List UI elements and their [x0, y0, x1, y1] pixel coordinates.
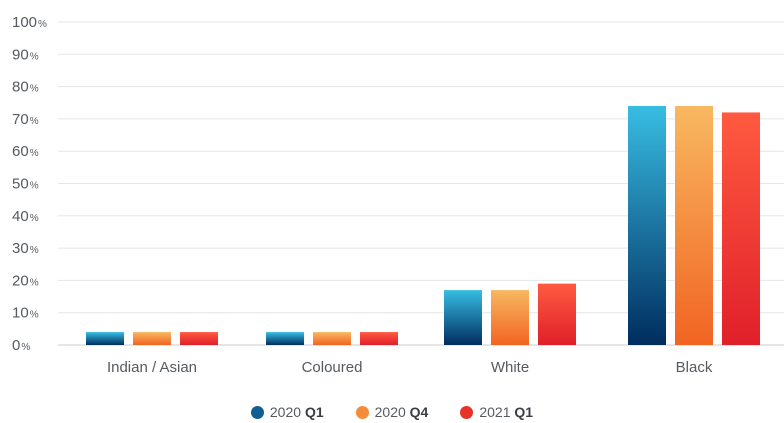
bar-indian-asian-2020-q1 — [86, 332, 124, 345]
bar-black-2020-q4 — [675, 105, 713, 345]
y-tick-label: 20% — [12, 272, 39, 289]
legend-swatch — [460, 405, 474, 419]
bar-white-2020-q4 — [491, 290, 529, 345]
x-category-label: Black — [676, 359, 713, 376]
legend-item-2021-q1: 2021 Q1 — [460, 404, 533, 420]
legend-label: 2020 Q1 — [269, 404, 324, 420]
bar-black-2021-q1 — [722, 112, 760, 345]
legend-swatch — [355, 405, 369, 419]
bar-white-2021-q1 — [538, 283, 576, 345]
y-tick-label: 60% — [12, 143, 39, 160]
y-tick-label: 40% — [12, 208, 39, 225]
gridlines — [58, 21, 784, 346]
legend-item-2020-q1: 2020 Q1 — [250, 404, 324, 420]
y-tick-label: 10% — [12, 305, 39, 322]
y-tick-label: 0% — [12, 337, 30, 354]
legend: 2020 Q1 2020 Q4 2021 Q1 — [0, 404, 784, 420]
x-category-label: White — [491, 359, 529, 376]
y-tick-label: 80% — [12, 79, 39, 96]
y-tick-label: 100% — [12, 14, 47, 31]
legend-label: 2021 Q1 — [479, 404, 534, 420]
bars — [86, 105, 760, 345]
bar-coloured-2020-q4 — [313, 332, 351, 345]
x-category-label: Coloured — [302, 359, 363, 376]
y-tick-label: 90% — [12, 46, 39, 63]
legend-swatch — [250, 405, 264, 419]
y-tick-label: 30% — [12, 240, 39, 257]
legend-label: 2020 Q4 — [374, 404, 429, 420]
y-axis: 0% 10% 20% 30% 40% 50% 60% 70% 80% 90% 100% — [12, 14, 47, 354]
x-category-label: Indian / Asian — [107, 359, 197, 376]
bar-indian-asian-2020-q4 — [133, 332, 171, 345]
bar-black-2020-q1 — [628, 105, 666, 345]
bar-white-2020-q1 — [444, 290, 482, 345]
y-tick-label: 50% — [12, 176, 39, 193]
legend-item-2020-q4: 2020 Q4 — [355, 404, 429, 420]
bar-indian-asian-2021-q1 — [180, 332, 218, 345]
bar-coloured-2021-q1 — [360, 332, 398, 345]
y-tick-label: 70% — [12, 111, 39, 128]
bar-coloured-2020-q1 — [266, 332, 304, 345]
x-axis: Indian / Asian Coloured White Black — [107, 359, 713, 376]
